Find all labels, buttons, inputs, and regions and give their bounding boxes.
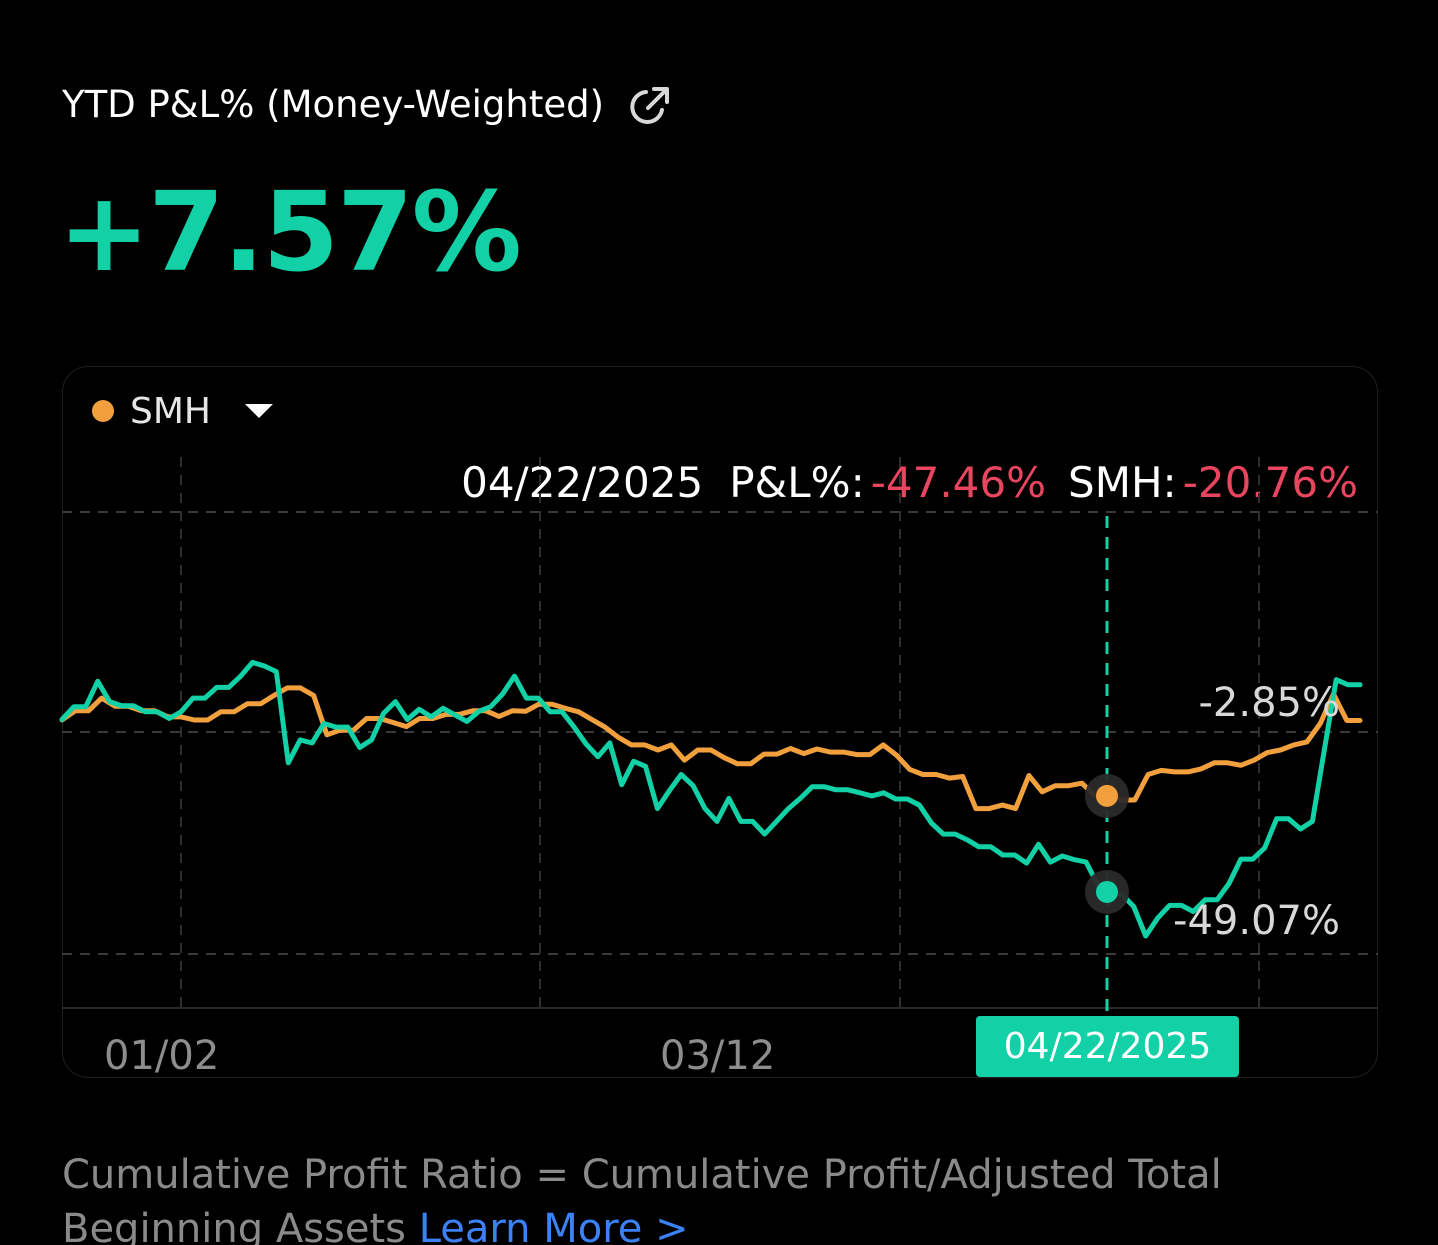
pnl-series-line bbox=[59, 659, 1363, 939]
ytd-pnl-value: +7.57% bbox=[58, 168, 522, 296]
footnote: Cumulative Profit Ratio = Cumulative Pro… bbox=[62, 1148, 1382, 1245]
min-value-label: -49.07% bbox=[1173, 898, 1340, 944]
page-title: YTD P&L% (Money-Weighted) bbox=[62, 82, 605, 126]
footnote-text: Cumulative Profit Ratio = Cumulative Pro… bbox=[62, 1152, 1222, 1245]
tooltip-pl-label: P&L%: bbox=[729, 458, 865, 507]
benchmark-legend-dot bbox=[92, 400, 114, 422]
chart-series bbox=[59, 659, 1363, 939]
learn-more-link[interactable]: Learn More > bbox=[418, 1206, 689, 1245]
smh-series-line bbox=[59, 685, 1363, 812]
tooltip-date: 04/22/2025 bbox=[461, 458, 704, 507]
chart-grid bbox=[62, 457, 1378, 1012]
smh-marker bbox=[1096, 784, 1118, 807]
pnl-marker bbox=[1096, 880, 1118, 903]
header: YTD P&L% (Money-Weighted) bbox=[62, 80, 674, 128]
benchmark-label: SMH bbox=[130, 390, 211, 432]
tooltip-smh-value: -20.76% bbox=[1182, 458, 1358, 507]
selected-date-pill: 04/22/2025 bbox=[976, 1016, 1239, 1077]
share-icon[interactable] bbox=[626, 80, 674, 128]
max-value-label: -2.85% bbox=[1198, 680, 1340, 726]
x-axis-tick: 03/12 bbox=[660, 1033, 776, 1079]
caret-down-icon bbox=[244, 404, 273, 418]
tooltip-smh-label: SMH: bbox=[1068, 458, 1177, 507]
benchmark-selector[interactable]: SMH bbox=[92, 388, 273, 434]
x-axis-tick: 01/02 bbox=[104, 1033, 220, 1079]
chart-markers bbox=[1085, 773, 1129, 914]
